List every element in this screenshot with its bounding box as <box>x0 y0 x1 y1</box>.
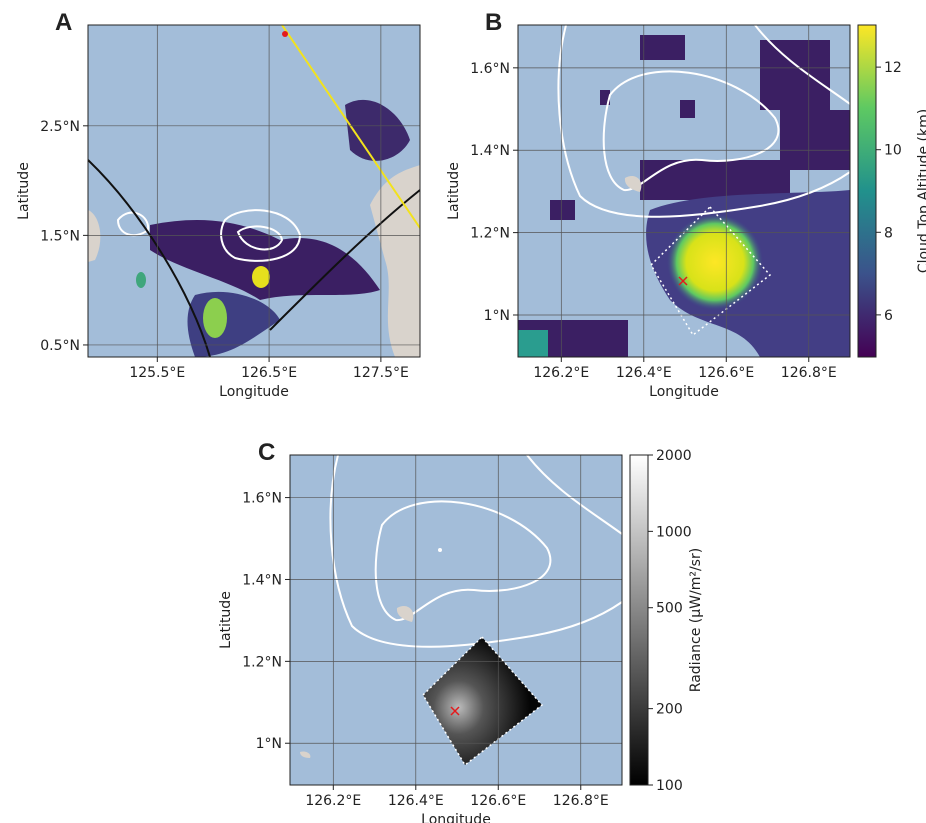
y-tick-label: 1.5°N <box>40 228 80 244</box>
colorbar <box>630 455 648 785</box>
colorbar-tick-label: 6 <box>884 308 893 324</box>
colorbar <box>858 25 876 357</box>
panel-letter: A <box>55 9 72 36</box>
x-tick-label: 126.4°E <box>616 365 672 381</box>
y-axis-label: Latitude <box>446 162 462 220</box>
x-axis-label: Longitude <box>219 384 289 400</box>
contour <box>438 548 442 552</box>
satellite <box>282 31 288 37</box>
x-tick-label: 126.6°E <box>698 365 754 381</box>
x-tick-label: 126.8°E <box>781 365 837 381</box>
y-axis-label: Latitude <box>16 162 32 220</box>
y-tick-label: 1.4°N <box>242 572 282 588</box>
x-tick-label: 126.5°E <box>241 365 297 381</box>
x-tick-label: 125.5°E <box>129 365 185 381</box>
x-tick-label: 126.6°E <box>470 793 526 809</box>
cloud-core <box>667 214 763 310</box>
map-b <box>518 25 850 357</box>
colorbar-tick-label: 1000 <box>656 524 692 540</box>
map-a <box>88 25 420 357</box>
y-tick-label: 1.6°N <box>242 491 282 507</box>
cloud <box>252 266 270 288</box>
x-tick-label: 126.4°E <box>388 793 444 809</box>
y-tick-label: 1.2°N <box>470 226 510 242</box>
panel-letter: C <box>258 439 275 466</box>
x-tick-label: 126.2°E <box>533 365 589 381</box>
map-c <box>290 455 622 785</box>
colorbar-label: Radiance (μW/m²/sr) <box>688 548 704 692</box>
y-tick-label: 1.2°N <box>242 654 282 670</box>
y-tick-label: 1°N <box>484 308 510 324</box>
x-axis-label: Longitude <box>421 812 491 823</box>
colorbar-label: Cloud Top Altitude (km) <box>916 109 926 273</box>
colorbar-tick-label: 100 <box>656 778 683 794</box>
x-tick-label: 126.8°E <box>553 793 609 809</box>
y-tick-label: 2.5°N <box>40 119 80 135</box>
colorbar-tick-label: 2000 <box>656 448 692 464</box>
cloud <box>518 330 548 357</box>
y-tick-label: 1°N <box>256 736 282 752</box>
colorbar-tick-label: 8 <box>884 225 893 241</box>
cloud <box>136 272 146 288</box>
y-tick-label: 0.5°N <box>40 338 80 354</box>
x-tick-label: 127.5°E <box>353 365 409 381</box>
colorbar-tick-label: 10 <box>884 143 902 159</box>
colorbar-tick-label: 200 <box>656 702 683 718</box>
y-axis-label: Latitude <box>218 591 234 649</box>
colorbar-tick-label: 500 <box>656 601 683 617</box>
y-tick-label: 1.4°N <box>470 143 510 159</box>
colorbar-tick-label: 12 <box>884 60 902 76</box>
y-tick-label: 1.6°N <box>470 61 510 77</box>
x-tick-label: 126.2°E <box>305 793 361 809</box>
cloud <box>203 298 227 338</box>
panel-letter: B <box>485 9 502 36</box>
figure: A B C 125.5°E 126.5°E 127.5°E 0.5°N 1.5°N 2.5… <box>0 0 926 823</box>
x-axis-label: Longitude <box>649 384 719 400</box>
